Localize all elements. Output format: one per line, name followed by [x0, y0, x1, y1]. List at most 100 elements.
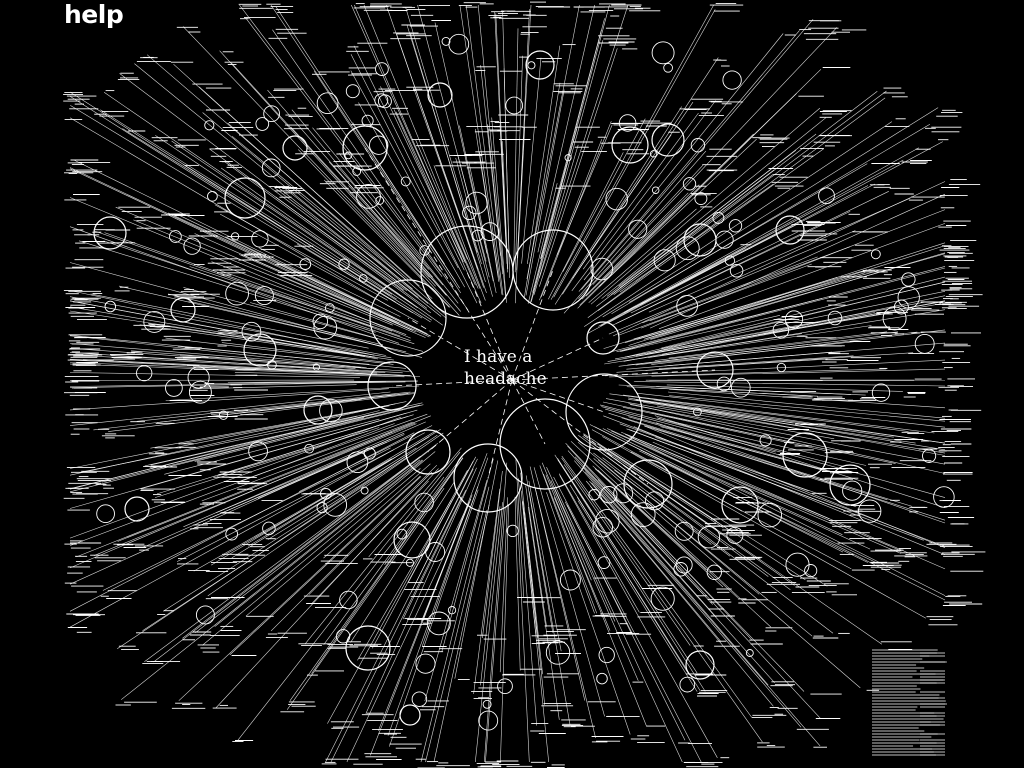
leaf-node	[225, 281, 249, 306]
spoke-line	[655, 422, 946, 524]
spoke-line	[69, 388, 389, 411]
spoke-line	[649, 193, 946, 329]
spoke-line	[202, 112, 446, 319]
spoke-line	[559, 475, 718, 758]
spoke-line	[593, 452, 712, 545]
spoke-line	[525, 89, 565, 296]
hub-connector	[511, 337, 604, 381]
spoke-line	[308, 471, 433, 595]
spoke-line	[622, 267, 946, 352]
spoke-line	[584, 471, 775, 684]
spoke-line	[592, 465, 707, 571]
spoke-line	[617, 263, 812, 336]
leaf-node	[901, 272, 916, 287]
leaf-node	[225, 527, 239, 541]
leaf-node	[462, 205, 477, 221]
spoke-line	[69, 403, 396, 476]
leaf-node	[374, 93, 389, 108]
leaf-node	[169, 230, 182, 243]
spoke-line	[69, 410, 380, 490]
spoke-line	[69, 432, 415, 612]
spoke-line	[605, 398, 835, 440]
central-topic-line-1: I have a	[464, 347, 533, 367]
spoke-line	[664, 342, 946, 367]
spoke-line	[117, 435, 438, 650]
leaf-node	[396, 528, 408, 540]
spoke-line	[100, 109, 393, 295]
spoke-line	[541, 462, 592, 581]
spoke-line	[119, 73, 407, 291]
spoke-line	[520, 472, 545, 705]
spoke-line	[215, 468, 439, 709]
spoke-line	[270, 4, 456, 282]
spoke-line	[214, 460, 424, 627]
spoke-line	[533, 144, 579, 295]
spoke-line	[455, 157, 493, 297]
spoke-line	[516, 4, 532, 271]
spoke-line	[613, 90, 887, 295]
spoke-line	[465, 4, 504, 296]
leaf-node	[697, 526, 721, 549]
spoke-line	[655, 437, 857, 508]
spoke-line	[154, 427, 380, 498]
spoke-line	[669, 389, 946, 409]
spoke-line	[180, 405, 390, 445]
spoke-line	[144, 455, 421, 662]
spoke-line	[607, 447, 828, 587]
spoke-line	[327, 470, 468, 724]
leaf-node	[759, 434, 772, 447]
spoke-line	[209, 148, 404, 291]
leaf-node	[690, 138, 706, 153]
leaf-node	[785, 552, 810, 577]
spoke-line	[330, 496, 463, 763]
spoke-line	[103, 240, 415, 345]
leaf-node	[776, 362, 787, 373]
spoke-line	[539, 48, 618, 287]
hub-connector	[511, 369, 716, 381]
spoke-line	[245, 17, 443, 277]
spoke-line	[243, 255, 400, 324]
leaf-node	[527, 61, 536, 70]
leaf-node	[590, 257, 614, 281]
leaf-node	[605, 187, 628, 211]
spoke-line	[193, 458, 392, 572]
spoke-line	[459, 125, 494, 282]
spoke-line	[609, 368, 887, 378]
hub-node	[93, 216, 127, 250]
spoke-line	[82, 359, 378, 374]
spoke-line	[134, 63, 429, 304]
spoke-line	[602, 107, 939, 318]
leaf-node	[716, 376, 732, 392]
leaf-node	[363, 447, 376, 460]
spoke-line	[103, 92, 413, 304]
spoke-line	[136, 391, 411, 422]
spoke-line	[90, 293, 369, 349]
spoke-line	[473, 488, 501, 694]
spoke-line	[276, 273, 426, 338]
leaf-node	[728, 219, 743, 233]
spoke-line	[649, 246, 850, 322]
leaf-node	[682, 177, 697, 191]
leaf-node	[818, 187, 835, 205]
spoke-line	[267, 447, 417, 540]
spoke-line	[653, 399, 946, 444]
spoke-line	[525, 475, 554, 633]
spoke-line	[239, 4, 441, 272]
hub-node	[224, 177, 266, 219]
hub-node	[586, 321, 620, 355]
leaf-node	[324, 303, 335, 313]
spoke-line	[433, 504, 490, 763]
spoke-line	[422, 453, 488, 621]
spoke-line	[628, 399, 794, 424]
leaf-node	[361, 114, 374, 127]
leaf-node	[842, 480, 863, 501]
leaf-node	[804, 564, 818, 578]
spoke-line	[525, 485, 547, 627]
spoke-line	[661, 276, 946, 349]
leaf-node	[267, 360, 277, 370]
spoke-line	[539, 465, 595, 614]
leaf-node	[299, 258, 312, 270]
spoke-line	[69, 362, 378, 375]
leaf-node	[545, 640, 571, 665]
spoke-line	[193, 384, 357, 390]
